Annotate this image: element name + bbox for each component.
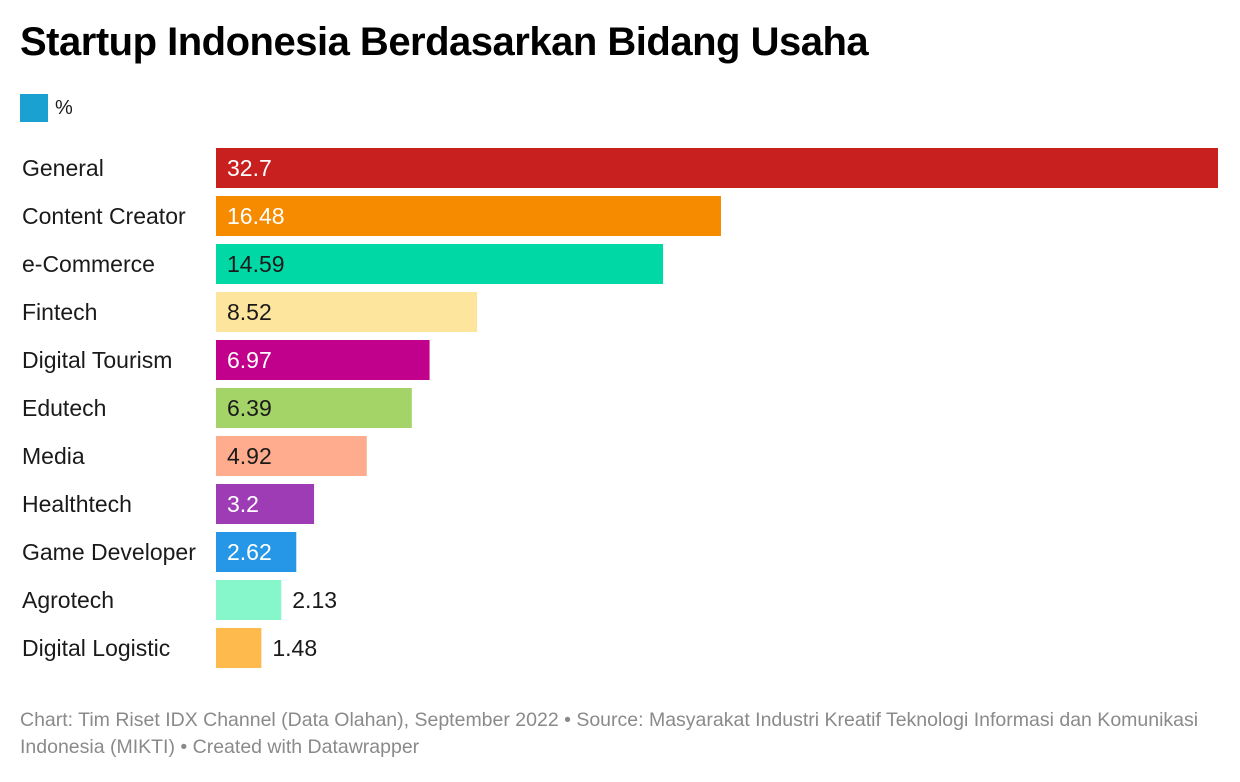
value-label: 4.92 xyxy=(227,443,272,469)
bar xyxy=(216,340,430,380)
bar xyxy=(216,196,721,236)
value-label: 2.62 xyxy=(227,539,272,565)
value-label: 1.48 xyxy=(272,635,317,661)
bar xyxy=(216,628,262,668)
bar xyxy=(216,532,297,572)
value-label: 32.7 xyxy=(227,155,272,181)
value-label: 2.13 xyxy=(292,587,337,613)
category-label: Digital Logistic xyxy=(22,635,170,661)
chart-title: Startup Indonesia Berdasarkan Bidang Usa… xyxy=(20,20,869,64)
category-label: Digital Tourism xyxy=(22,347,172,373)
legend-swatch xyxy=(20,94,48,122)
value-label: 14.59 xyxy=(227,251,285,277)
legend-label: % xyxy=(55,96,73,119)
bar xyxy=(216,148,1218,188)
category-label: Content Creator xyxy=(22,203,186,229)
bar-chart: General 32.7 Content Creator 16.48 e-Commerc… xyxy=(22,148,1218,668)
legend: % xyxy=(20,94,73,122)
chart-footer: Chart: Tim Riset IDX Channel (Data Olaha… xyxy=(20,709,1199,758)
value-label: 8.52 xyxy=(227,299,272,325)
category-label: Agrotech xyxy=(22,587,114,613)
bar xyxy=(216,580,282,620)
category-label: e-Commerce xyxy=(22,251,155,277)
category-label: Fintech xyxy=(22,299,97,325)
bar xyxy=(216,484,315,524)
value-label: 16.48 xyxy=(227,203,285,229)
category-label: General xyxy=(22,155,104,181)
value-label: 3.2 xyxy=(227,491,259,517)
category-label: Media xyxy=(22,443,85,469)
value-label: 6.39 xyxy=(227,395,272,421)
bar xyxy=(216,388,412,428)
bar xyxy=(216,436,367,476)
bar xyxy=(216,244,664,284)
value-label: 6.97 xyxy=(227,347,272,373)
category-label: Healthtech xyxy=(22,491,132,517)
category-label: Game Developer xyxy=(22,539,196,565)
bar xyxy=(216,292,478,332)
category-label: Edutech xyxy=(22,395,106,421)
